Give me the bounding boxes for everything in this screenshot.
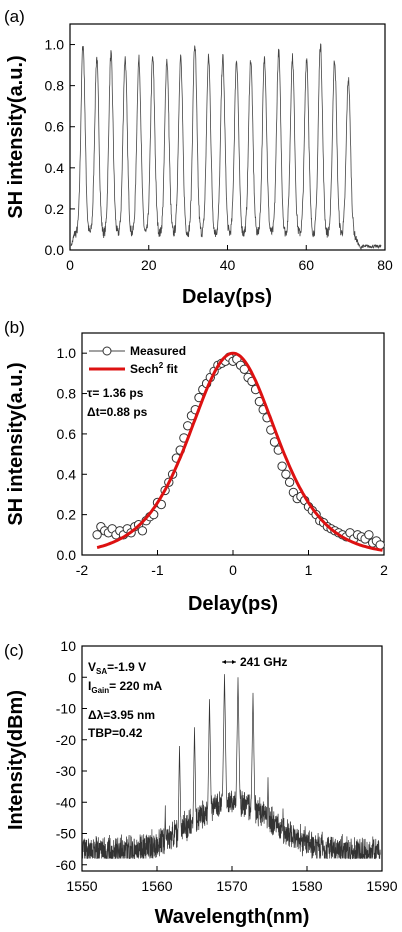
panel-a-xtick-label: 20 <box>141 257 157 273</box>
legend-measured-label: Measured <box>130 344 186 358</box>
panel-c-ytick-label: -60 <box>56 857 76 873</box>
panel-c-dlambda-annotation: Δλ=3.95 nm <box>88 708 155 722</box>
panel-a-ylabel: SH intensity(a.u.) <box>5 55 27 218</box>
panel-b-xtick-label: 0 <box>229 562 237 578</box>
panel-c-ytick-label: -50 <box>56 826 76 842</box>
panel-a-xtick-label: 80 <box>377 257 393 273</box>
panel-b-ytick-label: 0.4 <box>57 466 77 482</box>
panel-a-xtick-label: 40 <box>220 257 236 273</box>
panel-a-ytick-label: 0.4 <box>45 160 65 176</box>
panel-a-ytick-label: 0.2 <box>45 201 65 217</box>
panel-b-xtick-label: 1 <box>305 562 313 578</box>
panel-b-legend: Measured Sech2 fit <box>89 344 186 376</box>
panel-a-xtick-label: 60 <box>298 257 314 273</box>
panel-b-xtick-label: -1 <box>151 562 164 578</box>
panel-b-frame <box>81 332 385 556</box>
panel-c-spacing-annotation: 241 GHz <box>240 655 287 669</box>
panel-c-xtick-label: 1590 <box>366 878 397 894</box>
panel-c-ytick-label: -30 <box>56 763 76 779</box>
panel-c-ytick-label: -40 <box>56 794 76 810</box>
panel-c-vsa-annotation: VSA=-1.9 V <box>88 660 146 676</box>
measured-point <box>284 477 295 487</box>
panel-c-tbp-annotation: TBP=0.42 <box>88 726 143 740</box>
panel-b-label: (b) <box>4 318 25 337</box>
panel-a-ytick-label: 1.0 <box>45 37 65 53</box>
panel-c-xtick-label: 1570 <box>216 878 247 894</box>
panel-b-xtick-label: 2 <box>380 562 388 578</box>
panel-a-ytick-label: 0.8 <box>45 78 65 94</box>
panel-a-trace <box>70 43 382 250</box>
panel-c-spectrum-trace <box>82 674 381 860</box>
panel-a-xlabel: Delay(ps) <box>182 286 272 308</box>
panel-b-tau-annotation: τ= 1.36 ps <box>87 386 144 400</box>
panel-c-xlabel: Wavelength(nm) <box>155 906 310 928</box>
panel-a-label: (a) <box>4 7 25 26</box>
panel-c-xtick-label: 1580 <box>291 878 322 894</box>
panel-b-ylabel: SH intensity(a.u.) <box>5 362 27 525</box>
panel-a-ytick-label: 0.6 <box>45 119 65 135</box>
panel-b: (b) -2 -1 0 1 2 0.0 0.2 0.4 0.6 0.8 1.0 Measured … <box>4 318 388 615</box>
panel-b-ytick-label: 0.0 <box>57 547 77 563</box>
panel-c-label: (c) <box>4 641 24 660</box>
panel-b-xtick-label: -2 <box>76 562 89 578</box>
measured-point <box>281 469 291 479</box>
panel-c-ytick-label: -20 <box>56 732 76 748</box>
legend-fit-label: Sech2 fit <box>130 361 178 376</box>
measured-point <box>92 530 102 540</box>
panel-c-igain-annotation: IGain= 220 mA <box>88 679 162 695</box>
legend-measured-marker <box>102 346 112 356</box>
panel-b-ytick-label: 0.8 <box>57 386 77 402</box>
panel-a: (a) 0 20 40 60 80 0.0 0.2 0.4 0.6 0.8 1.0 Delay(p… <box>4 7 393 308</box>
measured-point <box>137 526 148 536</box>
panel-b-xlabel: Delay(ps) <box>188 593 278 615</box>
panel-c-xtick-label: 1550 <box>66 878 97 894</box>
panel-c-ylabel: Intensity(dBm) <box>5 690 27 830</box>
measured-point <box>277 461 287 471</box>
panel-a-ytick-label: 0.0 <box>45 242 65 258</box>
panel-b-ytick-label: 0.6 <box>57 426 77 442</box>
panel-b-ytick-label: 0.2 <box>57 507 77 523</box>
panel-b-ytick-label: 1.0 <box>57 345 77 361</box>
panel-c: (c) 1550 1560 1570 1580 1590 10 0 -10 -20 -30 -40… <box>4 638 398 928</box>
panel-b-dt-annotation: Δt=0.88 ps <box>87 405 148 419</box>
panel-c-ytick-label: 0 <box>68 669 76 685</box>
measured-point <box>364 530 374 540</box>
panel-c-xtick-label: 1560 <box>141 878 172 894</box>
panel-c-ytick-label: 10 <box>60 638 76 654</box>
panel-b-sech2-fit-line <box>96 351 383 552</box>
panel-c-ytick-label: -10 <box>56 701 76 717</box>
panel-a-xtick-label: 0 <box>66 257 74 273</box>
panel-c-spacing-arrow <box>222 660 236 664</box>
